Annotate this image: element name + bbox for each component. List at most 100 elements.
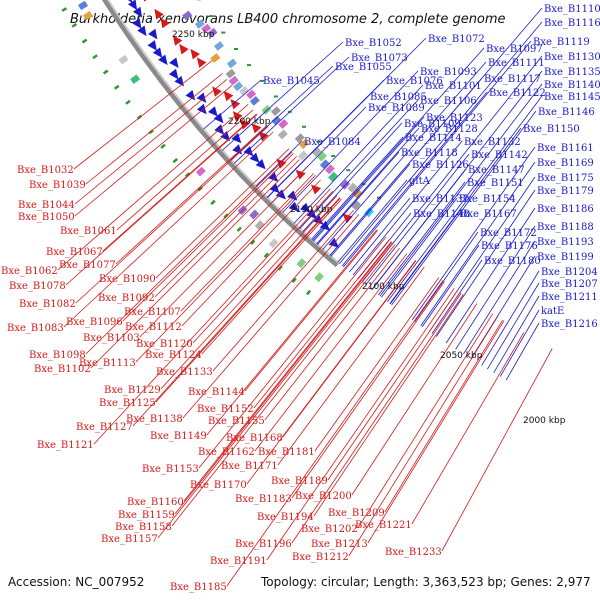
label-callout-line — [183, 241, 392, 502]
label-callout-line — [74, 84, 233, 217]
forward-gene-arrow — [275, 189, 286, 200]
forward-gene-arrow — [268, 171, 279, 182]
feature-block — [78, 0, 88, 11]
forward-gene-label: Bxe_B1106 — [420, 96, 477, 107]
label-callout-line — [253, 239, 390, 409]
forward-gene-label: Bxe_B1150 — [523, 124, 580, 135]
label-callout-line — [337, 179, 408, 263]
label-callout-line — [201, 198, 342, 355]
feature-block — [319, 159, 330, 170]
reverse-gene-label: Bxe_B1168 — [226, 433, 283, 444]
label-callout-line — [314, 277, 440, 452]
label-callout-line — [351, 303, 478, 496]
scale-tick — [250, 239, 256, 245]
reverse-gene-label: Bxe_B1039 — [29, 180, 86, 191]
scale-tick — [346, 169, 351, 172]
feature-block — [299, 139, 309, 150]
forward-gene-label: Bxe_B1142 — [471, 150, 528, 161]
scale-labels: 2250 kbp 2200 kbp 2150 kbp 2100 kbp 2050 kbp… — [172, 30, 566, 426]
reverse-gene-label: Bxe_B1200 — [295, 491, 352, 502]
label-callout-line — [378, 181, 466, 296]
reverse-gene-label: Bxe_B1113 — [79, 358, 136, 369]
reverse-gene-label: Bxe_B1062 — [1, 266, 58, 277]
label-callout-line — [226, 280, 444, 587]
label-callout-line — [302, 122, 403, 232]
scale-tick — [113, 84, 120, 90]
feature-block — [226, 58, 237, 69]
forward-gene-label: Bxe_B1116 — [544, 18, 600, 29]
feature-block — [278, 119, 289, 129]
reverse-gene-label: Bxe_B1067 — [46, 247, 103, 258]
forward-gene-label: Bxe_B1175 — [537, 173, 594, 184]
forward-gene-label: Bxe_B1109 — [404, 119, 461, 130]
forward-gene-arrow — [213, 112, 224, 124]
scale-tick — [184, 172, 191, 178]
scale-tick — [92, 54, 98, 60]
reverse-gene-arrow — [154, 8, 164, 20]
label-callout-line — [342, 40, 532, 268]
label-callout-line — [357, 313, 494, 529]
forward-gene-label: Bxe_B1117 — [484, 74, 541, 85]
label-callout-line — [74, 78, 228, 205]
label-callout-line — [254, 253, 408, 452]
label-callout-line — [414, 231, 479, 322]
reverse-gene-label: Bxe_B1044 — [18, 200, 75, 211]
label-callout-line — [57, 103, 249, 271]
scale-label: 2100 kbp — [362, 282, 405, 292]
label-callout-line — [387, 95, 543, 303]
reverse-gene-label: Bxe_B1107 — [124, 307, 181, 318]
scale-tick — [61, 7, 68, 12]
reverse-gene-label: Bxe_B1162 — [198, 447, 255, 458]
forward-gene-label: Bxe_B1154 — [459, 194, 516, 205]
accession-text: Accession: NC_007952 — [8, 575, 144, 589]
reverse-gene-label: Bxe_B1157 — [101, 534, 158, 545]
scale-tick — [234, 48, 238, 50]
feature-block — [210, 53, 221, 63]
forward-gene-label: Bxe_B1151 — [467, 178, 524, 189]
forward-gene-arrow — [158, 54, 168, 66]
scale-tick — [221, 31, 226, 34]
reverse-gene-label: Bxe_B1221 — [355, 520, 412, 531]
reverse-gene-label: Bxe_B1083 — [7, 323, 64, 334]
reverse-gene-label: Bxe_B1185 — [170, 582, 227, 593]
forward-gene-label: Bxe_B1179 — [537, 186, 594, 197]
forward-gene-arrow — [147, 40, 157, 51]
label-callout-line — [233, 56, 350, 164]
label-callout-line — [198, 236, 387, 469]
forward-gene-label: katE — [541, 306, 564, 317]
reverse-gene-arrow — [232, 111, 243, 122]
label-callout-line — [341, 91, 488, 267]
reverse-gene-label: Bxe_B1061 — [60, 226, 117, 237]
forward-gene-label: Bxe_B1052 — [345, 38, 402, 49]
label-callout-line — [365, 153, 470, 286]
label-callout-line — [75, 126, 269, 304]
reverse-gene-label: Bxe_B1153 — [142, 464, 199, 475]
reverse-gene-label: Bxe_B1082 — [19, 299, 76, 310]
feature-block — [194, 19, 205, 29]
reverse-gene-label: Bxe_B1160 — [127, 497, 184, 508]
scale-tick — [172, 158, 178, 164]
feature-block — [277, 129, 288, 140]
reverse-gene-label: Bxe_B1120 — [136, 339, 193, 350]
feature-block — [311, 146, 322, 157]
forward-gene-label: Bxe_B1132 — [464, 137, 521, 148]
label-callout-line — [155, 197, 341, 403]
forward-gene-arrow — [132, 6, 143, 18]
label-callout-line — [93, 188, 331, 445]
feature-block — [214, 41, 224, 51]
forward-gene-label: Bxe_B1169 — [537, 158, 594, 169]
scale-tick — [316, 140, 321, 143]
forward-gene-label: Bxe_B1148 — [413, 209, 470, 220]
label-callout-line — [139, 166, 308, 338]
reverse-gene-label: Bxe_B1233 — [385, 547, 442, 558]
label-callout-line — [462, 240, 536, 355]
label-callout-line — [487, 282, 540, 370]
forward-gene-label: Bxe_B1085 — [370, 92, 427, 103]
label-callouts — [57, 7, 553, 587]
label-callout-line — [445, 207, 536, 344]
scale-tick — [208, 15, 213, 18]
feature-block — [347, 182, 358, 193]
feature-block — [249, 96, 260, 106]
feature-block — [314, 272, 324, 283]
